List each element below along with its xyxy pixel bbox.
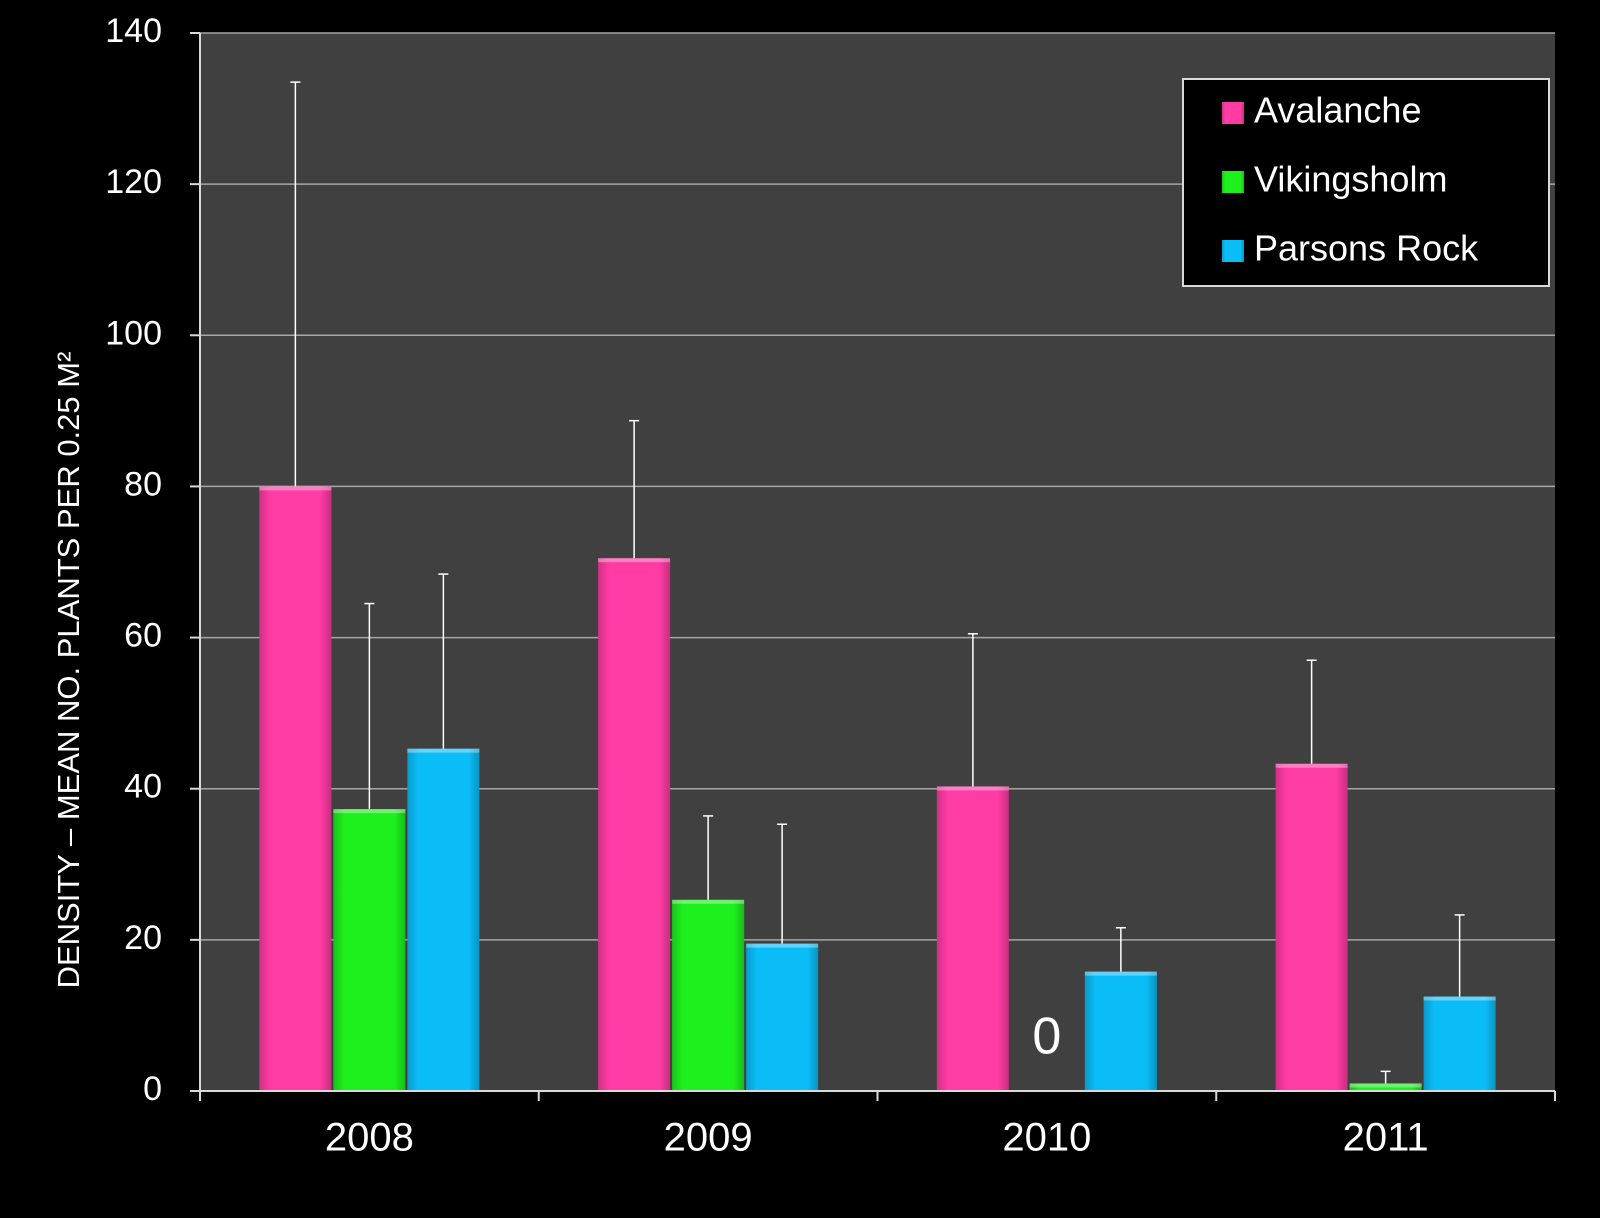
axes: [199, 33, 1556, 1101]
bar-highlight: [598, 558, 671, 563]
legend-swatch-shading: [1222, 102, 1244, 124]
y-tick-label: 60: [124, 617, 162, 655]
y-tick-label: 80: [124, 465, 162, 503]
y-tick-label: 100: [105, 314, 162, 352]
bar-shading: [259, 486, 332, 1091]
y-tick-label: 0: [143, 1070, 162, 1108]
legend: Avalanche Vikingsholm Parsons Rock: [1182, 78, 1550, 287]
bar-shading: [936, 786, 1009, 1091]
y-axis-label: DENSITY – MEAN NO. PLANTS PER 0.25 M²: [51, 352, 86, 989]
bar-shading: [746, 943, 819, 1091]
bar-shading: [672, 899, 745, 1091]
bar-highlight: [1275, 763, 1348, 768]
bar-highlight: [672, 899, 745, 904]
bar-shading: [1349, 1083, 1422, 1091]
y-tick-label: 120: [105, 163, 162, 201]
annotations: 0: [1032, 1008, 1061, 1066]
bar-shading: [1423, 996, 1496, 1091]
x-tick-labels: 2008 2009 2010 2011: [325, 1116, 1429, 1160]
legend-label-vikingsholm: Vikingsholm: [1254, 159, 1447, 200]
bar-highlight: [333, 809, 406, 814]
legend-swatch-shading: [1222, 240, 1244, 262]
bar-highlight: [259, 486, 332, 491]
bar-highlight: [407, 748, 480, 753]
legend-label-parsons-rock: Parsons Rock: [1254, 228, 1479, 269]
bar-shading: [598, 558, 671, 1091]
y-tick-label: 40: [124, 768, 162, 806]
x-tick-label: 2009: [664, 1116, 753, 1160]
x-tick-label: 2010: [1002, 1116, 1091, 1160]
bar-shading: [1084, 971, 1157, 1091]
y-tick-label: 20: [124, 919, 162, 957]
bar-highlight: [1349, 1083, 1422, 1088]
bar-highlight: [936, 786, 1009, 791]
error-bars: [290, 81, 1465, 1084]
bar-highlight: [1084, 971, 1157, 976]
legend-label-avalanche: Avalanche: [1254, 90, 1421, 131]
bar-highlight: [746, 943, 819, 948]
bar-highlight: [1423, 996, 1496, 1001]
x-tick-label: 2011: [1343, 1116, 1429, 1160]
x-tick-label: 2008: [325, 1116, 414, 1160]
bars: [259, 486, 1496, 1091]
y-tick-label: 140: [105, 12, 162, 50]
bar-shading: [407, 748, 480, 1091]
legend-swatch-shading: [1222, 171, 1244, 193]
bar-shading: [1275, 763, 1348, 1091]
bar-shading: [333, 809, 406, 1091]
y-tick-labels: 0 20 40 60 80 100 120 140: [105, 12, 200, 1108]
zero-value-label: 0: [1032, 1008, 1061, 1066]
